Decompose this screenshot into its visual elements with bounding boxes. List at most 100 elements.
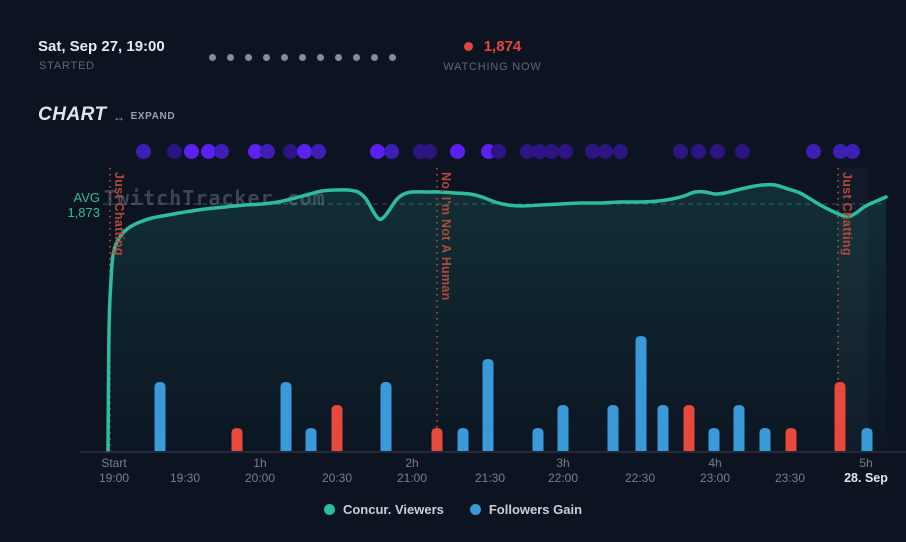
stream-event-dot[interactable] — [584, 144, 600, 159]
x-tick-hour-label — [600, 456, 680, 470]
stream-event-dot[interactable] — [213, 144, 229, 159]
followers-gain-bar[interactable] — [635, 336, 647, 451]
followers-gain-bar[interactable] — [154, 382, 166, 451]
stream-start-time: Sat, Sep 27, 19:00 — [38, 38, 165, 55]
avg-label: AVG — [73, 190, 101, 205]
stream-event-dot[interactable] — [449, 144, 465, 159]
expand-label: EXPAND — [130, 111, 176, 122]
legend-swatch-icon — [323, 504, 335, 515]
stream-event-dot[interactable] — [310, 144, 326, 159]
stream-event-dot[interactable] — [844, 144, 860, 159]
legend-item[interactable]: Followers Gain — [469, 502, 583, 517]
stream-event-dot[interactable] — [135, 144, 151, 159]
followers-gain-bar[interactable] — [280, 382, 292, 451]
x-tick-hour-label — [145, 456, 225, 470]
followers-gain-bar[interactable] — [657, 405, 669, 451]
x-tick-time-label: 22:00 — [547, 471, 579, 485]
followers-gain-bar[interactable] — [331, 405, 343, 451]
x-axis-tick: 1h 20:00 — [220, 456, 300, 485]
legend-item[interactable]: Concur. Viewers — [323, 502, 444, 517]
stream-event-dot[interactable] — [543, 144, 559, 159]
stream-event-dot[interactable] — [259, 144, 275, 159]
stream-event-dot[interactable] — [734, 144, 750, 159]
x-axis-tick: 2h 21:00 — [372, 456, 452, 485]
stream-event-dot[interactable] — [709, 144, 725, 159]
live-dot-icon — [463, 42, 473, 51]
timeline-dot — [353, 54, 360, 61]
stream-event-dot[interactable] — [421, 144, 437, 159]
stream-event-dot[interactable] — [531, 144, 547, 159]
stream-event-dot[interactable] — [166, 144, 182, 159]
stream-event-dot[interactable] — [369, 144, 385, 159]
followers-gain-bar[interactable] — [457, 428, 469, 451]
watching-now-count: 1,874 — [483, 38, 522, 55]
followers-gain-bar[interactable] — [305, 428, 317, 451]
followers-gain-bar[interactable] — [557, 405, 569, 451]
stream-event-dot[interactable] — [296, 144, 312, 159]
followers-gain-bar[interactable] — [834, 382, 846, 451]
timeline-dot — [245, 54, 252, 61]
stream-event-dot[interactable] — [612, 144, 628, 159]
timeline-dot — [227, 54, 234, 61]
legend-label: Followers Gain — [488, 502, 583, 517]
followers-gain-bar[interactable] — [683, 405, 695, 451]
x-tick-time-label: 28. Sep — [844, 471, 888, 485]
avg-block: AVG 1,873 — [0, 190, 100, 220]
stream-event-dot[interactable] — [672, 144, 688, 159]
stream-event-dot[interactable] — [247, 144, 263, 159]
x-axis-tick: 4h 23:00 — [675, 456, 755, 485]
followers-gain-bar[interactable] — [861, 428, 873, 451]
x-tick-hour-label: 4h — [708, 456, 722, 470]
watching-now-label: WATCHING NOW — [443, 61, 542, 73]
followers-gain-bar[interactable] — [482, 359, 494, 451]
followers-gain-bar[interactable] — [380, 382, 392, 451]
stream-event-dot[interactable] — [383, 144, 399, 159]
started-label: STARTED — [39, 60, 95, 72]
x-tick-hour-label — [450, 456, 530, 470]
x-tick-hour-label: 5h — [859, 456, 873, 470]
x-tick-hour-label: 3h — [556, 456, 570, 470]
timeline-dot — [263, 54, 270, 61]
x-axis-tick: 20:30 — [297, 456, 377, 485]
stream-event-dot[interactable] — [282, 144, 298, 159]
x-tick-time-label: 20:00 — [244, 471, 276, 485]
watching-now-block: 1,874 WATCHING NOW — [400, 38, 585, 73]
x-axis-tick: 22:30 — [600, 456, 680, 485]
stream-event-dot[interactable] — [183, 144, 199, 159]
stream-event-dot[interactable] — [832, 144, 848, 159]
followers-gain-bar[interactable] — [759, 428, 771, 451]
stream-event-dot[interactable] — [490, 144, 506, 159]
legend-label: Concur. Viewers — [342, 502, 444, 517]
x-tick-hour-label: 1h — [253, 456, 267, 470]
concurrent-viewers-line — [106, 182, 888, 453]
timeline-dot — [371, 54, 378, 61]
stream-event-dot[interactable] — [805, 144, 821, 159]
legend-swatch-icon — [469, 504, 481, 515]
followers-gain-bar[interactable] — [607, 405, 619, 451]
stream-event-dot[interactable] — [557, 144, 573, 159]
x-tick-time-label: 23:30 — [774, 471, 806, 485]
followers-gain-bar[interactable] — [532, 428, 544, 451]
followers-gain-bar[interactable] — [733, 405, 745, 451]
x-tick-time-label: 23:00 — [699, 471, 731, 485]
stream-event-dot[interactable] — [200, 144, 216, 159]
game-marker-label: Just Chatting — [840, 172, 854, 256]
expand-chart-button[interactable]: ↔ EXPAND — [113, 109, 176, 124]
stream-event-dot[interactable] — [597, 144, 613, 159]
x-axis-tick: 3h 22:00 — [523, 456, 603, 485]
chart-section-title: CHART — [38, 104, 107, 125]
stream-event-dot[interactable] — [690, 144, 706, 159]
x-tick-time-label: 22:30 — [624, 471, 656, 485]
game-marker-label: Just Chatting — [112, 172, 126, 256]
x-tick-time-label: 19:30 — [169, 471, 201, 485]
followers-gain-bar[interactable] — [785, 428, 797, 451]
expand-arrows-icon: ↔ — [113, 109, 126, 124]
timeline-dot — [335, 54, 342, 61]
followers-gain-bar[interactable] — [231, 428, 243, 451]
x-axis-tick: 19:30 — [145, 456, 225, 485]
followers-gain-bar[interactable] — [431, 428, 443, 451]
followers-gain-bar[interactable] — [708, 428, 720, 451]
stream-event-dot[interactable] — [519, 144, 535, 159]
